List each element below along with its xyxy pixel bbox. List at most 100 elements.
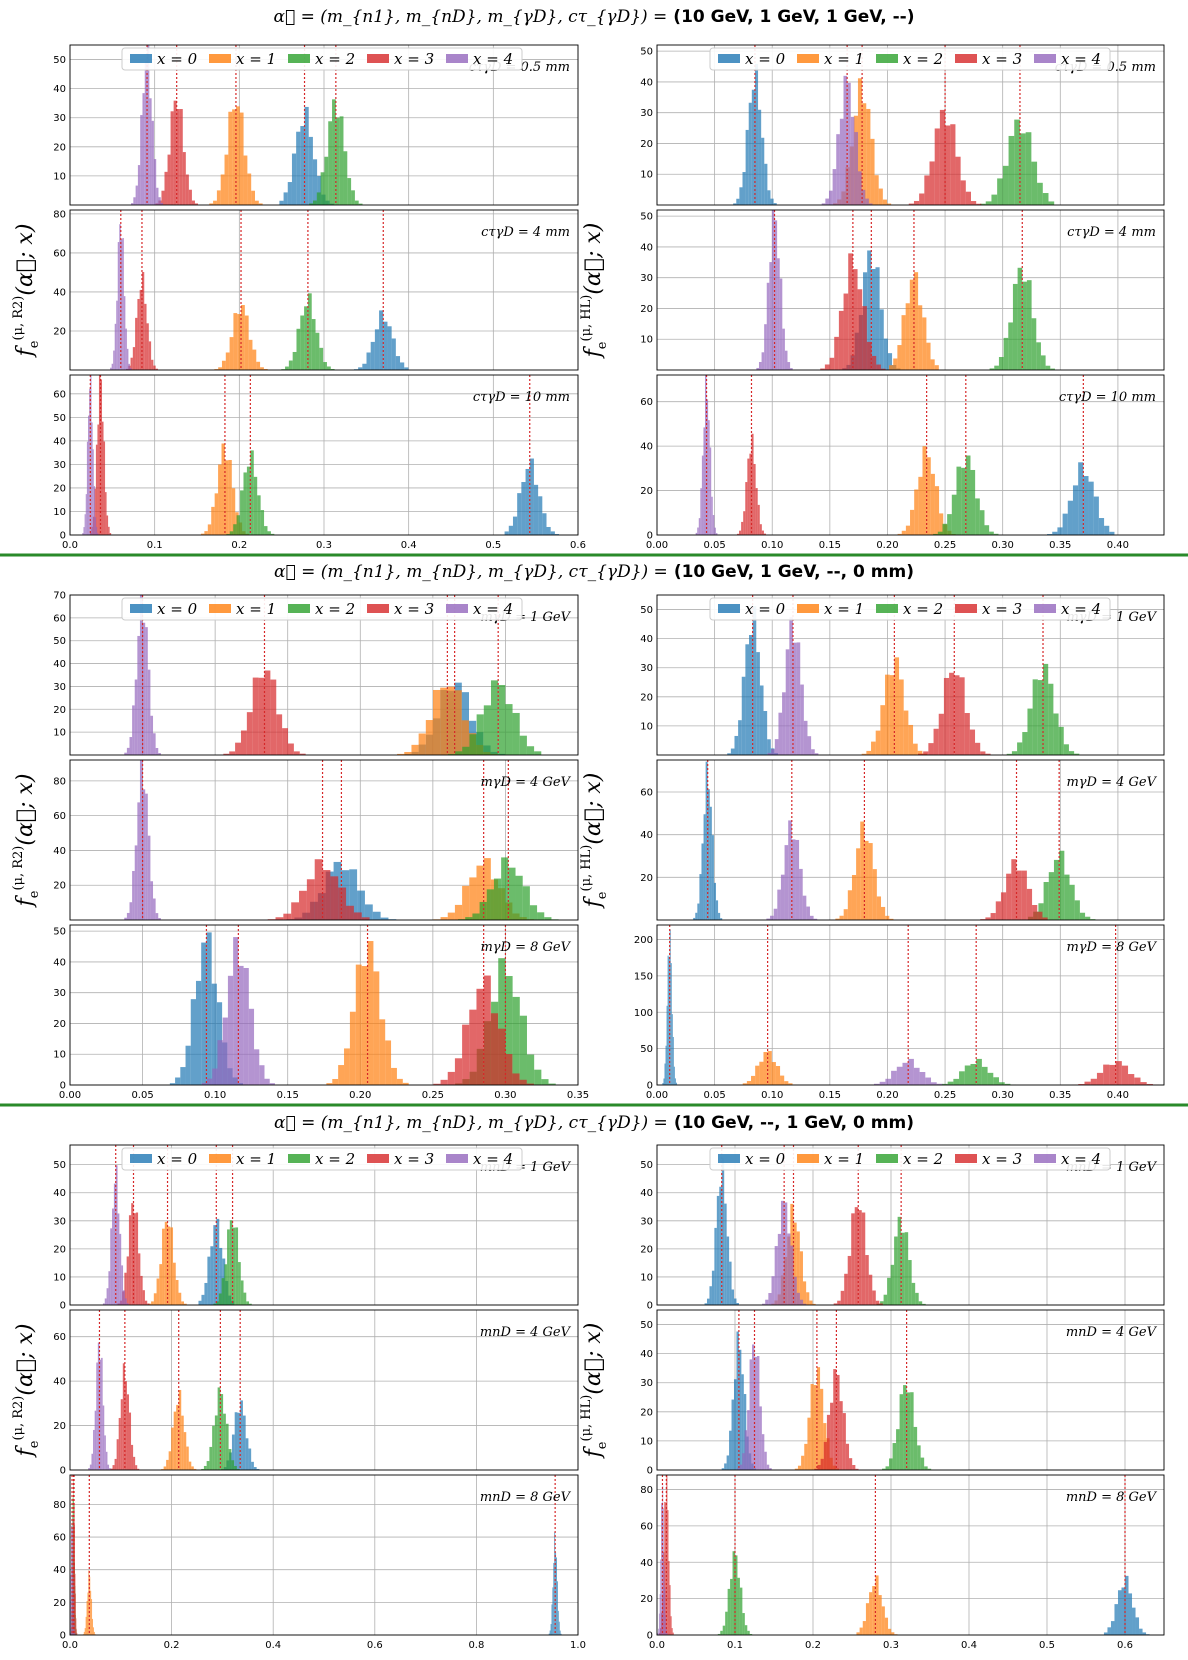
y-tick-label: 60	[53, 389, 66, 400]
histogram-bar-x4	[703, 427, 705, 535]
histogram-bar-x1	[91, 1599, 93, 1635]
legend-label-x1: x = 1	[236, 600, 276, 618]
y-tick-label: 40	[640, 77, 653, 88]
histogram-bar-x2	[498, 685, 506, 755]
histogram-bar-x0	[304, 106, 309, 205]
histogram-bar-x1	[171, 1427, 174, 1470]
legend-box	[709, 47, 1111, 71]
histogram-bar-x3	[817, 1464, 821, 1470]
histogram-bar-x4	[802, 895, 807, 920]
histogram-bar-x4	[112, 1208, 114, 1305]
histogram-bar-x1	[367, 941, 374, 1085]
y-tick-label: 80	[53, 1500, 66, 1511]
legend-swatch-x1	[797, 1154, 819, 1163]
histogram-bar-x3	[299, 753, 306, 755]
histogram-bar-x2	[228, 1449, 232, 1470]
histogram-bar-x0	[372, 911, 381, 920]
y-tick-label: 10	[53, 1272, 66, 1283]
histogram-bar-x4	[659, 1594, 661, 1635]
histogram-bar-x0	[754, 63, 759, 205]
histogram-bar-x1	[462, 885, 470, 920]
legend-swatch-x4	[1034, 1154, 1056, 1163]
histogram-bar-x2	[993, 533, 999, 535]
histogram-bar-x2	[885, 1466, 890, 1470]
histogram-bar-x4	[137, 635, 140, 755]
histogram-bar-x2	[997, 178, 1003, 205]
histogram-bar-x4	[868, 203, 873, 205]
histogram-bar-x1	[843, 909, 848, 920]
histogram-bar-x3	[824, 364, 830, 370]
histogram-bar-x2	[267, 531, 271, 535]
histogram-bar-x0	[279, 200, 284, 205]
histogram-bar-x3	[1084, 1081, 1091, 1085]
histogram-bar-x4	[908, 1058, 914, 1085]
histogram-bar-x1	[767, 1051, 772, 1085]
histogram-bar-x0	[709, 1286, 712, 1305]
histogram-bar-x4	[754, 1356, 757, 1470]
histogram-bar-x2	[882, 1468, 886, 1470]
histogram-bar-x3	[146, 323, 149, 370]
histogram-bar-x1	[88, 1570, 90, 1635]
histogram-bar-x1	[263, 368, 268, 370]
histogram-bar-x3	[763, 533, 767, 535]
panel-label: mnD = 8 GeV	[480, 1490, 572, 1505]
y-tick-label: 20	[640, 1244, 653, 1255]
histogram-bar-x1	[876, 896, 882, 920]
histogram-bar-x3	[512, 1073, 520, 1085]
histogram-bar-x4	[873, 1083, 880, 1085]
legend-swatch-x2	[288, 1154, 310, 1163]
group-title: α⃗ = (m_{n1}, m_{nD}, m_{γD}, cτ_{γD}) =…	[273, 7, 914, 27]
histogram-bar-x0	[207, 1256, 211, 1305]
histogram-bar-x0	[1052, 531, 1058, 535]
histogram-bar-x3	[94, 488, 96, 535]
histogram-bar-x3	[976, 203, 982, 205]
histogram-bar-x3	[498, 1028, 506, 1085]
histogram-bar-x3	[759, 524, 762, 535]
legend-swatch-x3	[367, 54, 389, 63]
histogram-bar-x3	[133, 1213, 136, 1305]
histogram-bar-x0	[703, 814, 706, 920]
x-tick-label: 0.00	[646, 540, 668, 551]
axes-frame	[69, 209, 579, 371]
histogram-bar-x2	[1043, 663, 1049, 755]
histogram-bar-x3	[844, 1273, 848, 1305]
histogram-bar-x4	[114, 323, 117, 370]
histogram-bar-x0	[724, 1463, 727, 1470]
histogram-bar-x2	[335, 117, 340, 205]
histogram-bar-x2	[479, 901, 487, 920]
histogram-bar-x3	[970, 201, 977, 205]
legend-swatch-x4	[446, 54, 468, 63]
histogram-bar-x0	[542, 513, 547, 535]
histogram-bar-x3	[95, 444, 98, 535]
axes-frame	[656, 924, 1165, 1086]
histogram-bar-x1	[404, 751, 412, 755]
panel-label: cτγD = 4 mm	[481, 225, 570, 240]
histogram-bar-x4	[854, 132, 859, 205]
histogram-bar-x3	[155, 368, 158, 370]
histogram-bar-x1	[851, 874, 857, 920]
histogram-bar-x4	[135, 185, 138, 205]
y-tick-label: 20	[53, 483, 66, 494]
histogram-bar-x3	[138, 1253, 141, 1305]
legend-swatch-x0	[130, 54, 152, 63]
histogram-bar-x2	[307, 293, 312, 370]
histogram-bar-x4	[657, 1632, 659, 1635]
histogram-bar-x3	[1026, 888, 1033, 920]
y-tick-label: 20	[640, 692, 653, 703]
legend-label-x3: x = 3	[982, 50, 1022, 68]
histogram-bar-x4	[737, 1468, 740, 1470]
histogram-bar-x1	[244, 315, 249, 370]
histogram-bar-x1	[191, 1466, 194, 1470]
histogram-bar-x4	[96, 1362, 98, 1470]
histogram-bar-x3	[862, 306, 867, 370]
histogram-bar-x0	[1114, 1604, 1118, 1635]
histogram-bar-x2	[221, 1278, 225, 1305]
histogram-bar-x1	[905, 525, 911, 535]
histogram-bar-x3	[880, 368, 886, 370]
histogram-bar-x2	[309, 203, 313, 205]
histogram-bar-x0	[1110, 1621, 1115, 1635]
histogram-bar-x0	[559, 1630, 561, 1635]
histogram-bar-x2	[534, 1069, 542, 1085]
panel-1-right-2: 0 50 100 150 200 mγD = 8 GeV 0.00 0.05 0.10 0.15 0…	[634, 924, 1165, 1101]
axes-frame	[69, 1144, 579, 1306]
